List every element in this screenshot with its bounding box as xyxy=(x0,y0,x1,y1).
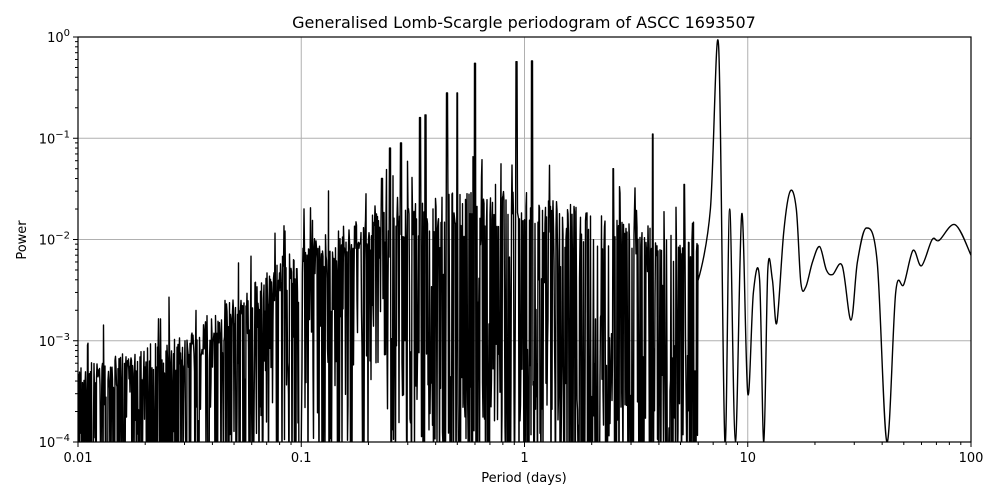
x-tick-label: 0.01 xyxy=(64,451,93,466)
y-tick-label: 10−1 xyxy=(39,129,70,147)
y-axis-label: Power xyxy=(15,220,30,260)
y-axis-ticks: 100 10−1 10−2 10−3 10−4 xyxy=(39,28,78,451)
y-tick-label: 100 xyxy=(47,28,70,46)
plot-area xyxy=(78,39,971,442)
y-tick-label: 10−3 xyxy=(39,332,70,350)
y-tick-label: 10−4 xyxy=(39,433,70,451)
x-tick-label: 1 xyxy=(520,451,528,466)
power-curve xyxy=(78,39,971,442)
chart-title: Generalised Lomb-Scargle periodogram of … xyxy=(292,13,756,32)
x-tick-label: 0.1 xyxy=(291,451,312,466)
x-axis-label: Period (days) xyxy=(481,471,567,486)
x-axis-ticks: 0.01 0.1 1 10 100 xyxy=(64,442,984,466)
x-tick-label: 100 xyxy=(959,451,984,466)
x-tick-label: 10 xyxy=(739,451,756,466)
y-tick-label: 10−2 xyxy=(39,231,70,249)
